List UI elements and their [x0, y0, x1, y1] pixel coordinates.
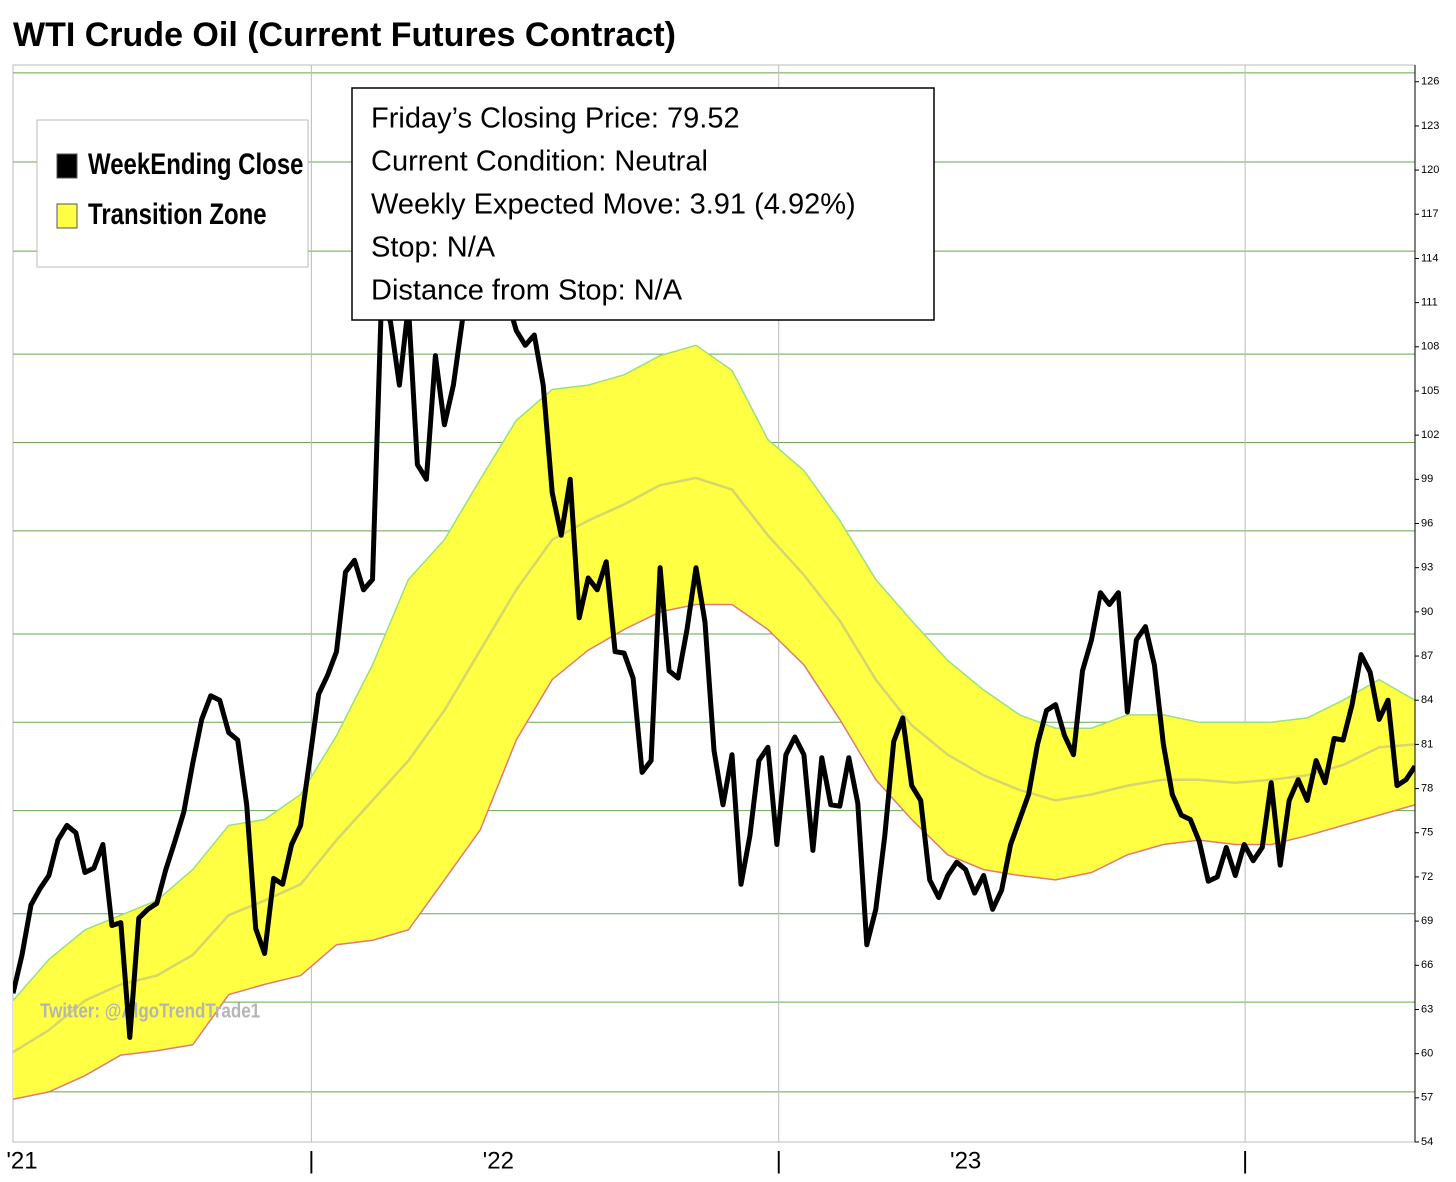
- legend-label: WeekEnding Close: [88, 146, 304, 180]
- y-tick-label: 123: [1421, 120, 1439, 132]
- y-tick-label: 75: [1421, 827, 1433, 839]
- y-tick-label: 60: [1421, 1048, 1433, 1060]
- watermark: Twitter: @AlgoTrendTrade1: [40, 999, 260, 1022]
- legend-swatch: [56, 153, 78, 179]
- x-tick-label: '21: [6, 1147, 37, 1174]
- y-tick-label: 117: [1421, 208, 1439, 220]
- y-tick-label: 111: [1421, 297, 1438, 309]
- info-box: [351, 87, 935, 321]
- x-tick-label: '22: [483, 1147, 514, 1174]
- y-tick-label: 108: [1421, 341, 1439, 353]
- y-tick-label: 87: [1421, 650, 1433, 662]
- y-tick-label: 57: [1421, 1092, 1433, 1104]
- legend-label: Transition Zone: [88, 196, 267, 230]
- y-tick-label: 78: [1421, 782, 1433, 794]
- y-tick-label: 114: [1421, 252, 1439, 264]
- y-tick-label: 84: [1421, 694, 1433, 706]
- annotation: Friday’s Closing Price: 79.52: [371, 103, 740, 135]
- annotation: Stop: N/A: [371, 232, 496, 264]
- y-tick-label: 54: [1421, 1136, 1433, 1148]
- annotation: Current Condition: Neutral: [371, 146, 708, 178]
- y-tick-label: 102: [1421, 429, 1439, 441]
- y-tick-label: 96: [1421, 517, 1433, 529]
- band-lower: [13, 603, 1415, 1101]
- y-tick-label: 72: [1421, 871, 1433, 883]
- overlay: WeekEnding Close Transition Zone Friday’s …: [36, 87, 935, 321]
- y-tick-label: 63: [1421, 1003, 1433, 1015]
- y-tick-label: 90: [1421, 606, 1433, 618]
- x-tick-label: |: [1242, 1147, 1248, 1174]
- legend-box: [36, 119, 309, 268]
- y-tick-label: 66: [1421, 959, 1433, 971]
- y-tick-label: 120: [1421, 164, 1439, 176]
- y-tick-label: 99: [1421, 473, 1433, 485]
- band-middle: [13, 476, 1415, 1054]
- x-tick-label: |: [776, 1147, 782, 1174]
- annotation: Weekly Expected Move: 3.91 (4.92%): [371, 189, 856, 221]
- legend-swatch: [56, 203, 78, 229]
- y-tick-label: 93: [1421, 562, 1433, 574]
- y-tick-label: 105: [1421, 385, 1439, 397]
- y-tick-label: 81: [1421, 738, 1433, 750]
- x-tick-label: |: [308, 1147, 314, 1174]
- band-area: [13, 345, 1415, 1100]
- chart-title: WTI Crude Oil (Current Futures Contract): [13, 16, 676, 54]
- plot-area: Twitter: @AlgoTrendTrade1: [13, 65, 1415, 1142]
- annotation: Distance from Stop: N/A: [371, 275, 683, 307]
- close-line: [13, 255, 1415, 1040]
- y-tick-label: 69: [1421, 915, 1433, 927]
- x-tick-label: '23: [950, 1147, 981, 1174]
- y-tick-label: 126: [1421, 76, 1439, 88]
